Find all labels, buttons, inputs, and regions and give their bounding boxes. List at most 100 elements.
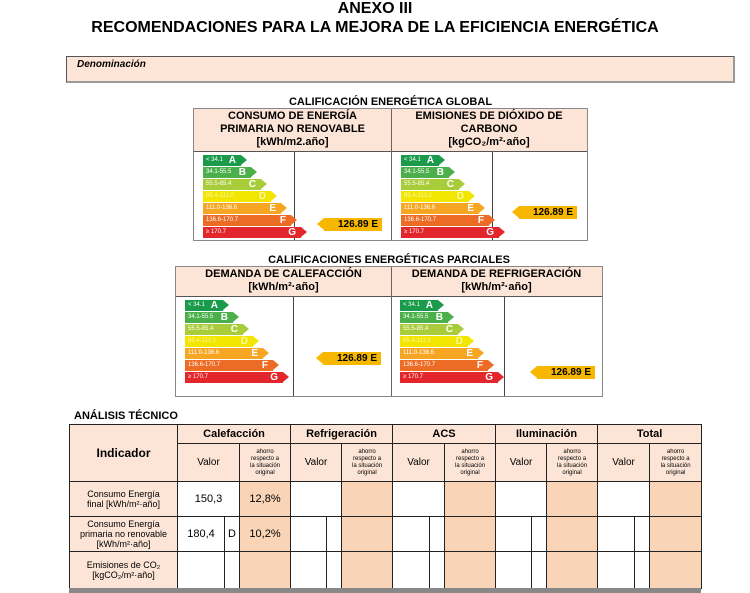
header-line: [kWh/m²·año] [461,281,532,293]
valor-cell[interactable] [597,516,636,552]
rating-range: ≥ 170.7 [404,229,424,235]
valor-cell[interactable] [597,481,651,517]
label-line: [kWh/m²·año] [96,539,151,549]
rating-bar-f: 136.6-170.7 F [185,360,279,371]
consumo-header: CONSUMO DE ENERGÍA PRIMARIA NO RENOVABLE… [194,109,391,152]
calefaccion-valor-cell[interactable] [177,551,225,589]
letter-cell[interactable] [531,551,548,589]
ahorro-header-line: ahorro [666,448,685,455]
valor-cell[interactable] [290,551,328,589]
rating-range: 34.1-55.5 [206,169,232,175]
header-line: EMISIONES DE DIÓXIDO DE [415,110,563,122]
rating-letter: E [251,348,258,359]
rating-bar-g: ≥ 170.7 G [203,227,307,238]
ahorro-cell[interactable] [649,551,703,589]
rating-letter: D [240,336,248,347]
calefaccion-valor-cell[interactable]: 180,4 [177,516,225,552]
ahorro-header: ahorro respecto a la situación original [341,443,394,482]
emisiones-header: EMISIONES DE DIÓXIDO DE CARBONO [kgCO₂/m… [391,109,587,152]
ahorro-cell[interactable] [341,516,394,552]
group-header: ACS [392,424,497,444]
rating-range: 34.1-55.5 [188,314,214,320]
rating-letter: C [230,324,238,335]
rating-range: ≥ 170.7 [188,374,208,380]
group-header: Refrigeración [290,424,394,444]
divider [294,152,295,240]
valor-cell[interactable] [392,516,431,552]
rating-range: 85.4-111.0 [188,338,216,344]
rating-range: 85.4-111.0 [206,193,234,199]
ahorro-cell[interactable] [546,481,599,517]
ahorro-header-line: ahorro [256,448,274,455]
table-bottom-border [69,588,701,593]
rating-bar-d: 85.4-111.0 D [203,191,277,202]
ahorro-header-line: respecto a [353,455,382,462]
group-header: Iluminación [495,424,599,444]
indicator-header: Indicador [69,424,178,482]
rating-bar-e: 111.0-136.6 E [185,348,269,359]
valor-cell[interactable] [495,516,533,552]
ahorro-cell[interactable] [546,516,599,552]
calefaccion-valor-cell[interactable]: 150,3 [177,481,240,517]
ahorro-cell[interactable] [341,551,394,589]
rating-indicator-arrow: 126.89 E [316,352,381,365]
rating-bar-e: 111.0-136.6 E [400,348,484,359]
rating-bar-e: 111.0-136.6 E [401,203,485,214]
ahorro-cell[interactable] [649,516,703,552]
letter-cell[interactable] [326,516,343,552]
ahorro-cell[interactable] [341,481,394,517]
rating-bar-c: 55.5-85.4 C [400,324,464,335]
valor-cell[interactable] [290,481,343,517]
rating-bar-b: 34.1-55.5 B [400,312,454,323]
rating-letter: G [270,372,278,383]
ahorro-cell[interactable] [444,481,497,517]
letter-cell[interactable] [429,551,446,589]
ahorro-header-line: respecto a [558,455,587,462]
rating-bar-b: 34.1-55.5 B [203,167,257,178]
ahorro-header: ahorro respecto a la situación original [649,443,703,482]
valor-cell[interactable] [290,516,328,552]
partial-rating-box: DEMANDA DE CALEFACCIÓN [kWh/m²·año] DEMA… [175,266,603,397]
letter-cell[interactable] [634,551,651,589]
label-line: primaria no renovable [79,529,168,539]
rating-range: ≥ 170.7 [206,229,226,235]
ahorro-cell[interactable] [444,516,497,552]
ahorro-header-line: la situación [352,462,383,469]
ahorro-cell[interactable] [546,551,599,589]
ahorro-header-line: original [255,469,275,476]
ahorro-header-line: original [357,469,377,476]
calefaccion-header: DEMANDA DE CALEFACCIÓN [kWh/m²·año] [176,267,391,297]
rating-indicator-arrow: 126.89 E [512,206,577,219]
valor-cell[interactable] [392,481,446,517]
valor-cell[interactable] [597,551,636,589]
denominacion-field[interactable]: Denominación [66,56,735,83]
rating-letter: A [426,155,434,166]
rating-letter: B [436,167,444,178]
rating-letter: D [456,191,464,202]
letter-cell[interactable] [326,551,343,589]
rating-range: 111.0-136.6 [188,350,220,356]
rating-range: ≥ 170.7 [403,374,423,380]
rating-bar-c: 55.5-85.4 C [203,179,267,190]
row-label: Emisiones de CO₂ [kgCO₂/m²·año] [69,551,178,589]
valor-cell[interactable] [392,551,431,589]
group-header: Calefacción [176,424,292,444]
valor-cell[interactable] [495,551,533,589]
document-title: ANEXO III [337,0,413,17]
rating-range: 55.5-85.4 [206,181,232,187]
letter-cell[interactable] [634,516,651,552]
letter-cell[interactable] [531,516,548,552]
calefaccion-ahorro-cell[interactable]: 10,2% [238,516,292,552]
ahorro-cell[interactable] [649,481,703,517]
rating-letter: B [238,167,246,178]
calefaccion-ahorro-cell[interactable] [238,551,292,589]
calefaccion-ahorro-cell[interactable]: 12,8% [238,481,292,517]
letter-cell[interactable] [429,516,446,552]
calefaccion-letter-cell[interactable]: D [224,516,240,552]
rating-bar-f: 136.6-170.7 F [400,360,494,371]
ahorro-header-line: la situación [250,462,281,469]
valor-cell[interactable] [495,481,548,517]
ahorro-header-line: ahorro [358,448,376,455]
ahorro-cell[interactable] [444,551,497,589]
calefaccion-letter-cell[interactable] [224,551,240,589]
